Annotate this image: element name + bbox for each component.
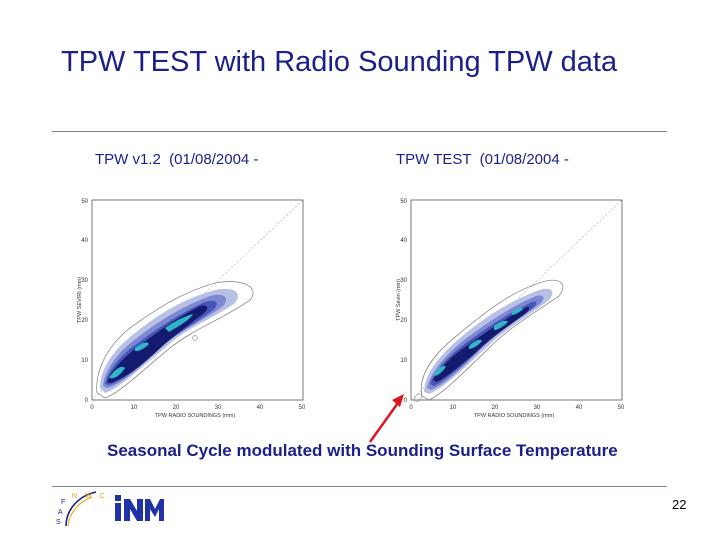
- x-tick-labels: 0 10 20 30 40 50: [90, 405, 305, 411]
- svg-text:F: F: [61, 499, 65, 506]
- y-tick-label: 50: [400, 199, 407, 205]
- x-tick-label: 20: [492, 405, 499, 411]
- bottom-rule: [52, 486, 667, 487]
- y-tick-labels: 0 10 20 30 40 50: [81, 199, 88, 404]
- red-arrow: [368, 394, 404, 443]
- left-density-plot: 0 10 20 30 40 50 0 10 20 30 40 50 TPW RA…: [77, 199, 305, 419]
- slide-title: TPW TEST with Radio Sounding TPW data: [61, 46, 618, 78]
- y-tick-labels: 0 10 20 30 40 50: [400, 199, 407, 404]
- x-tick-label: 40: [257, 405, 264, 411]
- right-plot-title: TPW TEST (01/08/2004 -: [396, 151, 569, 168]
- y-tick-label: 10: [81, 358, 88, 364]
- y-tick-label: 30: [400, 278, 407, 284]
- x-axis-label: TPW RADIO SOUNDINGS (mm): [155, 413, 236, 419]
- inm-logo: [115, 495, 164, 521]
- x-axis-label: TPW RADIO SOUNDINGS (mm): [474, 413, 555, 419]
- y-tick-label: 40: [400, 238, 407, 244]
- x-tick-label: 30: [534, 405, 541, 411]
- svg-text:A: A: [58, 509, 63, 516]
- density-contours: [413, 279, 564, 402]
- y-axis-label: TPW Seviri (mm): [396, 279, 402, 321]
- y-tick-label: 20: [400, 318, 407, 324]
- y-tick-label: 50: [81, 199, 88, 205]
- y-tick-label: 10: [400, 358, 407, 364]
- left-plot-title: TPW v1.2 (01/08/2004 -: [95, 151, 259, 168]
- y-axis-label: TPW SEVIRI (mm): [77, 277, 83, 323]
- y-tick-label: 0: [85, 398, 89, 404]
- x-tick-label: 20: [173, 405, 180, 411]
- svg-text:S: S: [56, 519, 61, 526]
- density-contours: [96, 281, 254, 399]
- slide-caption: Seasonal Cycle modulated with Sounding S…: [107, 441, 618, 460]
- right-density-plot: 0 10 20 30 40 50 0 10 20 30 40 50 TPW RA…: [396, 199, 624, 419]
- x-tick-label: 50: [299, 405, 305, 411]
- x-tick-label: 10: [450, 405, 457, 411]
- x-tick-label: 50: [618, 405, 624, 411]
- x-tick-label: 0: [409, 405, 413, 411]
- y-tick-label: 20: [81, 318, 88, 324]
- y-tick-label: 0: [404, 398, 408, 404]
- svg-text:N W C: N W C: [72, 493, 108, 500]
- x-tick-label: 10: [131, 405, 138, 411]
- x-tick-label: 30: [215, 405, 222, 411]
- y-tick-label: 30: [81, 278, 88, 284]
- saf-nwc-logo: S A F N W C: [56, 491, 108, 527]
- page-number: 22: [672, 497, 687, 512]
- top-rule: [52, 131, 667, 132]
- x-tick-labels: 0 10 20 30 40 50: [409, 405, 624, 411]
- x-tick-label: 40: [576, 405, 583, 411]
- x-tick-label: 0: [90, 405, 94, 411]
- y-tick-label: 40: [81, 238, 88, 244]
